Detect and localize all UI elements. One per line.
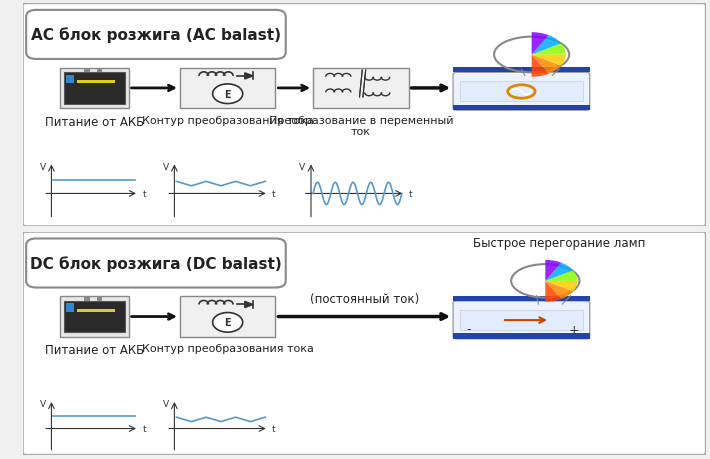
Text: Быстрое перегорание ламп: Быстрое перегорание ламп bbox=[473, 237, 645, 250]
Text: V: V bbox=[163, 162, 169, 171]
Text: AC блок розжига (AC balast): AC блок розжига (AC balast) bbox=[31, 28, 281, 43]
FancyBboxPatch shape bbox=[26, 239, 285, 288]
Wedge shape bbox=[532, 36, 561, 56]
FancyBboxPatch shape bbox=[453, 73, 590, 111]
Wedge shape bbox=[545, 281, 573, 299]
Bar bbox=[64, 301, 125, 332]
FancyBboxPatch shape bbox=[60, 297, 129, 337]
FancyBboxPatch shape bbox=[313, 69, 409, 109]
Bar bbox=[64, 73, 125, 104]
Wedge shape bbox=[532, 56, 561, 75]
Bar bbox=[460, 310, 583, 330]
Polygon shape bbox=[245, 73, 253, 80]
Text: DC блок розжига (DC balast): DC блок розжига (DC balast) bbox=[30, 256, 282, 271]
Text: V: V bbox=[40, 162, 46, 171]
Bar bbox=[66, 303, 74, 313]
FancyBboxPatch shape bbox=[453, 301, 590, 339]
Text: t: t bbox=[142, 424, 146, 433]
Bar bbox=[97, 69, 102, 73]
Wedge shape bbox=[532, 56, 549, 78]
Text: Питание от АКБ: Питание от АКБ bbox=[45, 116, 144, 129]
Text: (постоянный ток): (постоянный ток) bbox=[310, 293, 419, 306]
Text: E: E bbox=[224, 318, 231, 328]
Text: Преобразование в переменный
ток: Преобразование в переменный ток bbox=[268, 116, 453, 137]
Bar bbox=[66, 75, 74, 84]
FancyBboxPatch shape bbox=[23, 232, 706, 455]
Bar bbox=[453, 68, 590, 73]
Bar bbox=[77, 81, 115, 84]
Circle shape bbox=[212, 313, 243, 332]
Bar bbox=[84, 297, 89, 301]
Bar bbox=[453, 334, 590, 339]
Wedge shape bbox=[545, 271, 577, 281]
Wedge shape bbox=[545, 281, 562, 302]
Text: t: t bbox=[142, 190, 146, 198]
Text: t: t bbox=[272, 424, 275, 433]
Wedge shape bbox=[545, 281, 577, 292]
FancyBboxPatch shape bbox=[26, 11, 285, 60]
FancyBboxPatch shape bbox=[180, 69, 275, 109]
Wedge shape bbox=[532, 44, 566, 56]
Wedge shape bbox=[545, 260, 562, 281]
Text: Контур преобразования тока: Контур преобразования тока bbox=[142, 343, 314, 353]
Text: Питание от АКБ: Питание от АКБ bbox=[45, 343, 144, 357]
Text: t: t bbox=[409, 190, 413, 198]
Wedge shape bbox=[532, 56, 566, 67]
Text: V: V bbox=[163, 399, 169, 408]
Text: E: E bbox=[224, 90, 231, 100]
Wedge shape bbox=[545, 263, 573, 281]
Text: V: V bbox=[300, 162, 305, 171]
Circle shape bbox=[212, 85, 243, 104]
Bar bbox=[77, 309, 115, 313]
Text: -: - bbox=[466, 323, 471, 336]
Bar bbox=[84, 69, 89, 73]
Bar bbox=[453, 296, 590, 301]
FancyBboxPatch shape bbox=[180, 297, 275, 337]
Text: Контур преобразования тока: Контур преобразования тока bbox=[142, 116, 314, 125]
Text: V: V bbox=[40, 399, 46, 408]
FancyBboxPatch shape bbox=[60, 69, 129, 109]
Bar bbox=[453, 106, 590, 111]
Bar bbox=[460, 82, 583, 102]
Text: +: + bbox=[569, 323, 579, 336]
Polygon shape bbox=[245, 302, 253, 308]
FancyBboxPatch shape bbox=[23, 4, 706, 227]
Text: t: t bbox=[272, 190, 275, 198]
Bar bbox=[97, 297, 102, 301]
Wedge shape bbox=[532, 33, 549, 56]
